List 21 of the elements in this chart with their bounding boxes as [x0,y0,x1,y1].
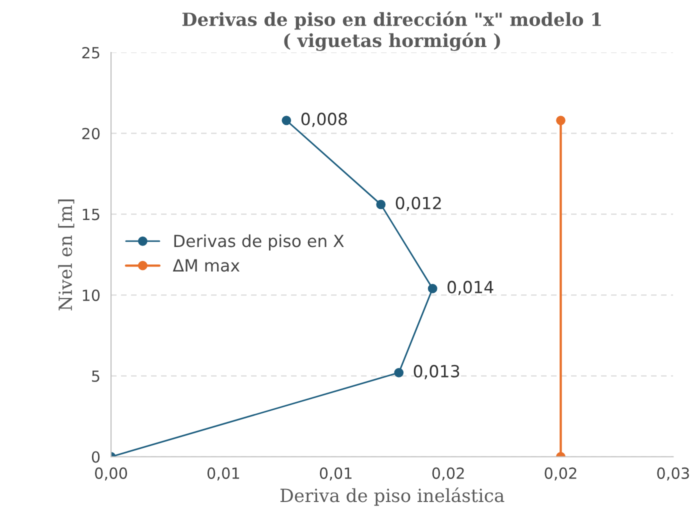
y-tick-label: 0 [92,451,100,463]
x-tick-label: 0,00 [95,467,128,481]
legend-label: Derivas de piso en X [174,234,344,250]
x-tick-label: 0,01 [320,467,352,481]
legend-label: ΔM max [172,259,240,272]
y-tick-label: 10 [82,290,100,302]
x-axis-title: Deriva de piso inelástica [280,488,504,506]
x-tick-label: 0,02 [544,467,576,481]
data-label: 0,014 [448,280,494,296]
y-tick-label: 20 [82,128,100,140]
x-tick-label: 0,01 [207,467,240,481]
x-tick-label: 0,03 [657,467,689,481]
chart-title: Derivas de piso en dirección "x" modelo 1 ( viguetas hormigón ) [182,11,601,51]
y-tick-label: 15 [82,208,100,220]
data-label: 0,013 [414,364,460,380]
y-tick-label: 25 [82,46,100,59]
y-axis-title: Nivel en [m] [58,200,74,310]
x-tick-label: 0,02 [432,467,464,481]
data-label: 0,008 [301,112,347,127]
data-label: 0,012 [396,196,441,212]
y-tick-label: 5 [92,370,100,382]
